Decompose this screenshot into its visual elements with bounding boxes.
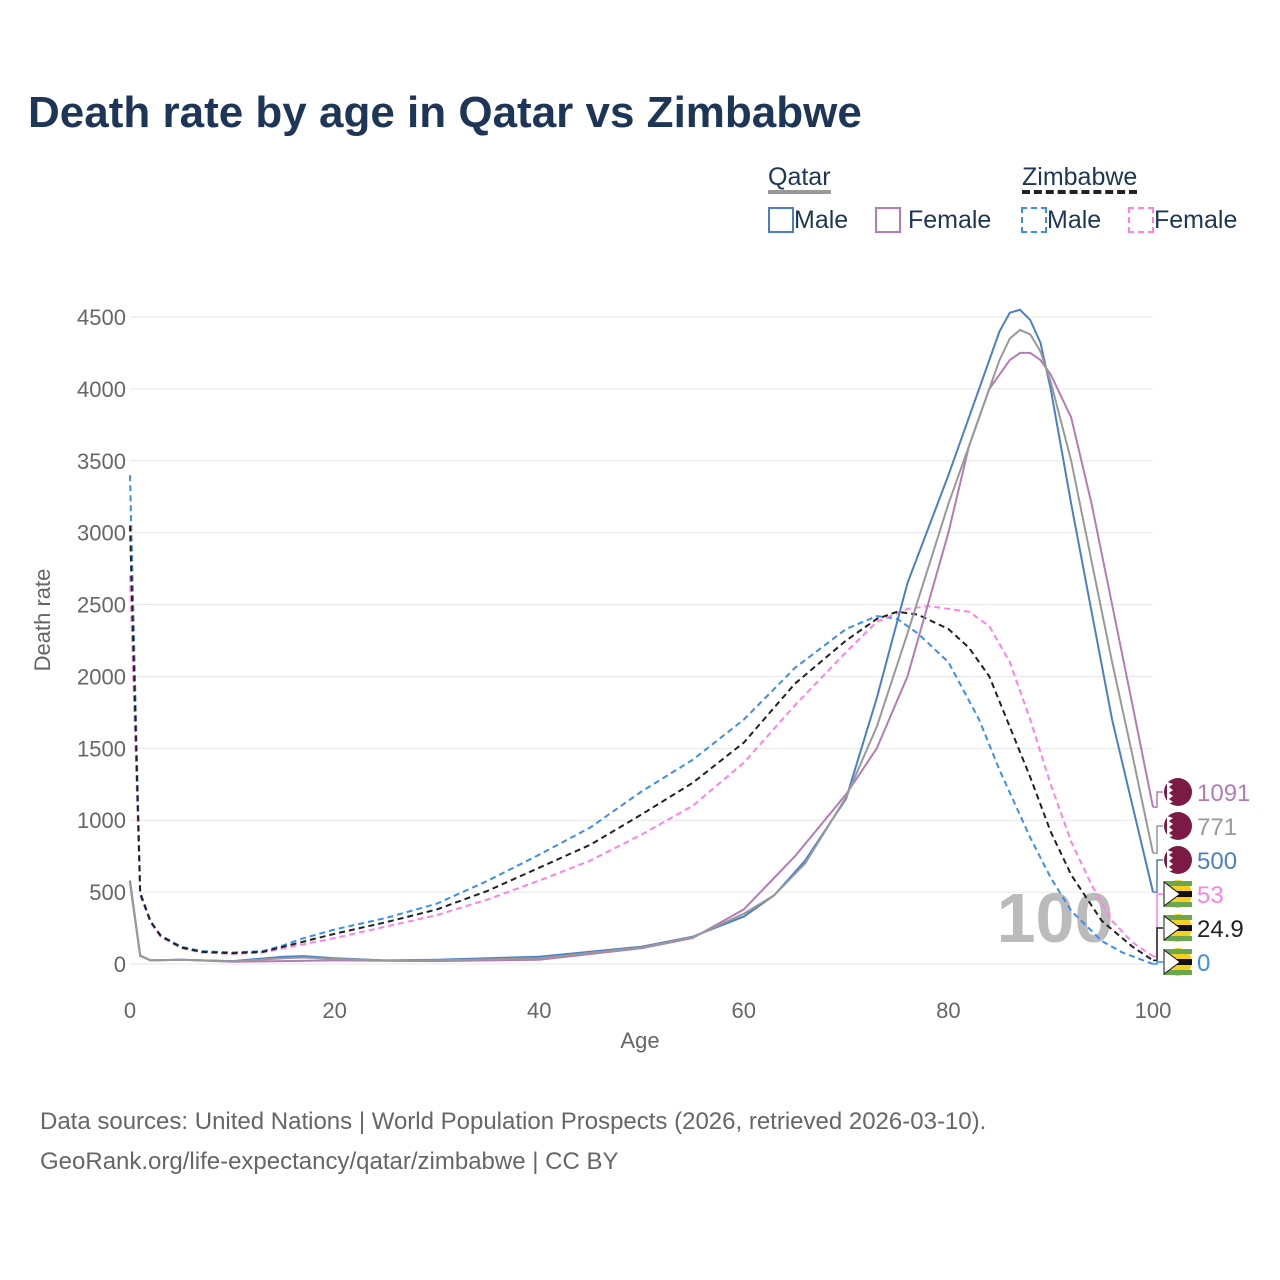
x-tick-label: 0: [124, 998, 136, 1023]
watermark-year: 100: [997, 879, 1114, 957]
legend-zimbabwe-male[interactable]: Male: [1021, 206, 1101, 235]
end-value-label: 24.9: [1197, 916, 1244, 943]
zimbabwe-flag-stripe: [1164, 915, 1192, 920]
y-tick-label: 1000: [77, 808, 126, 833]
x-axis-label: Age: [620, 1028, 659, 1053]
y-tick-label: 0: [114, 952, 126, 977]
end-value-label: 0: [1197, 950, 1210, 977]
end-value-label: 1091: [1197, 780, 1250, 807]
y-tick-label: 1500: [77, 736, 126, 761]
y-tick-label: 3500: [77, 449, 126, 474]
qatar-flag-stripe: [1167, 816, 1173, 838]
series-line-qatar-male: [129, 308, 1154, 963]
legend-qatar: Qatar: [768, 164, 831, 194]
zimbabwe-flag-stripe: [1164, 881, 1192, 886]
end-connector: [1153, 893, 1163, 958]
legend-swatch: [1021, 207, 1047, 233]
x-tick-label: 80: [936, 998, 960, 1023]
legend-qatar-male[interactable]: Male: [768, 206, 848, 235]
end-connector: [1153, 791, 1163, 808]
x-tick-label: 40: [527, 998, 551, 1023]
y-axis-label: Death rate: [30, 569, 55, 672]
qatar-flag-stripe: [1167, 782, 1173, 804]
end-connector: [1153, 961, 1163, 965]
series-line-zimbabwe: [129, 525, 1154, 962]
legend-label: Female: [1154, 206, 1238, 234]
zimbabwe-flag-triangle: [1163, 881, 1181, 907]
zimbabwe-flag-stripe: [1164, 970, 1192, 975]
legend-zimbabwe: Zimbabwe: [1022, 164, 1138, 194]
zimbabwe-flag-stripe: [1164, 936, 1192, 941]
end-value-label: 771: [1197, 814, 1237, 841]
series-line-qatar: [129, 328, 1154, 963]
zimbabwe-flag-stripe: [1164, 902, 1192, 907]
legend-swatch: [875, 207, 901, 233]
y-tick-label: 500: [89, 880, 126, 905]
end-connector: [1153, 859, 1163, 893]
x-tick-label: 100: [1135, 998, 1172, 1023]
y-tick-label: 3000: [77, 521, 126, 546]
end-value-label: 500: [1197, 848, 1237, 875]
y-tick-label: 4500: [77, 305, 126, 330]
legend-label: Male: [1047, 206, 1102, 234]
legend-qatar-female[interactable]: Female: [875, 206, 991, 235]
y-tick-label: 2500: [77, 593, 126, 618]
y-tick-label: 4000: [77, 377, 126, 402]
x-tick-label: 60: [732, 998, 756, 1023]
series-line-zimbabwe-male: [129, 475, 1154, 965]
end-value-label: 53: [1197, 882, 1224, 909]
legend-label: Male: [794, 206, 849, 234]
zimbabwe-flag-triangle: [1163, 949, 1181, 975]
chart-title: Death rate by age in Qatar vs Zimbabwe: [28, 88, 862, 137]
zimbabwe-flag-triangle: [1163, 915, 1181, 941]
legend-swatch: [768, 207, 794, 233]
zimbabwe-flag-stripe: [1164, 949, 1192, 954]
legend-swatch: [1128, 207, 1154, 233]
y-tick-label: 2000: [77, 664, 126, 689]
footer-sources: Data sources: United Nations | World Pop…: [40, 1108, 987, 1135]
x-tick-label: 20: [322, 998, 346, 1023]
footer-link[interactable]: GeoRank.org/life-expectancy/qatar/zimbab…: [40, 1148, 619, 1175]
legend-label: Female: [907, 206, 992, 234]
series-line-qatar-female: [129, 351, 1154, 963]
qatar-flag-stripe: [1167, 850, 1173, 872]
legend-zimbabwe-female[interactable]: Female: [1128, 206, 1237, 235]
end-connector: [1153, 927, 1163, 962]
end-connector: [1153, 825, 1163, 854]
